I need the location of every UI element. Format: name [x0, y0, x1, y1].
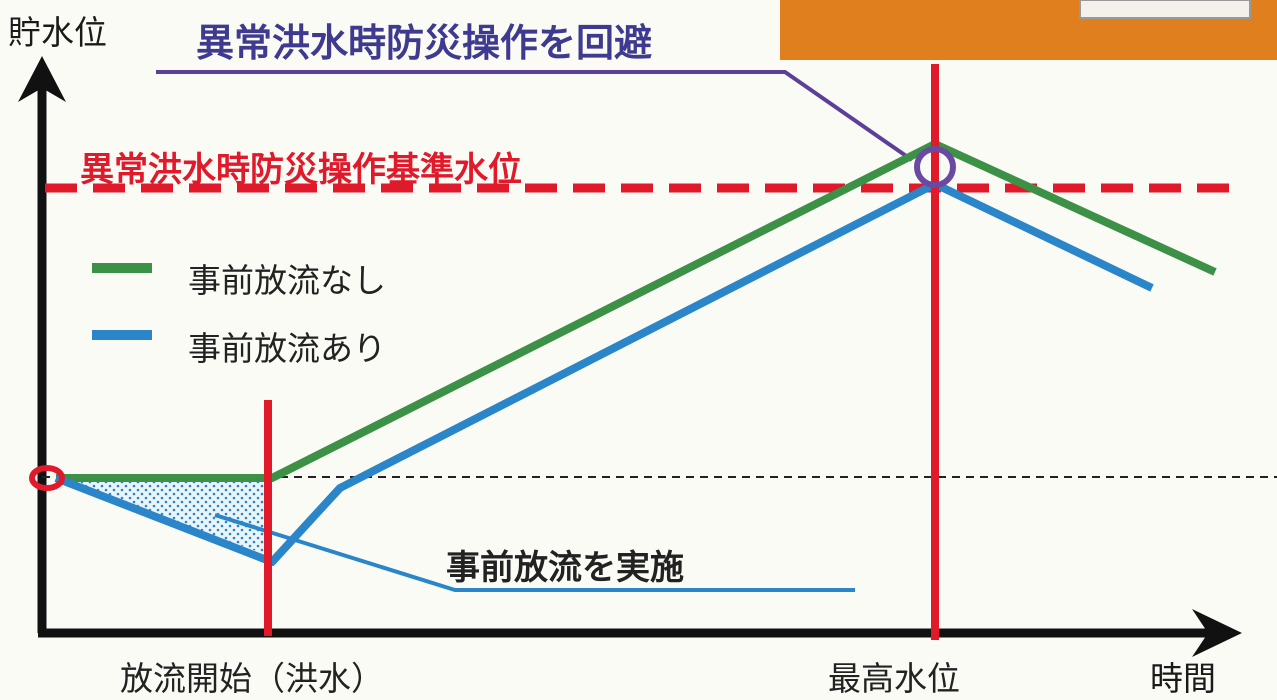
start-point-marker [29, 465, 65, 491]
threshold-label: 異常洪水時防災操作基準水位 [80, 150, 522, 190]
peak-circle-marker [914, 146, 956, 188]
legend-label-with-release: 事前放流あり [188, 329, 386, 368]
x-marker-peak-label: 最高水位 [828, 659, 960, 698]
x-marker-start-label: 放流開始（洪水） [120, 659, 384, 698]
x-axis-arrowhead [1192, 609, 1242, 657]
y-axis-label: 貯水位 [8, 13, 107, 52]
series-no-release [56, 140, 1217, 482]
release-annotation-label: 事前放流を実施 [446, 548, 684, 588]
callout-title: 異常洪水時防災操作を回避 [196, 21, 653, 65]
legend-label-no-release: 事前放流なし [188, 261, 386, 300]
y-axis-arrowhead [18, 56, 66, 102]
banner-white-box [1079, 0, 1251, 19]
x-axis-label: 時間 [1150, 659, 1216, 698]
callout-leader-line [156, 70, 914, 162]
series-with-release [54, 180, 1154, 566]
